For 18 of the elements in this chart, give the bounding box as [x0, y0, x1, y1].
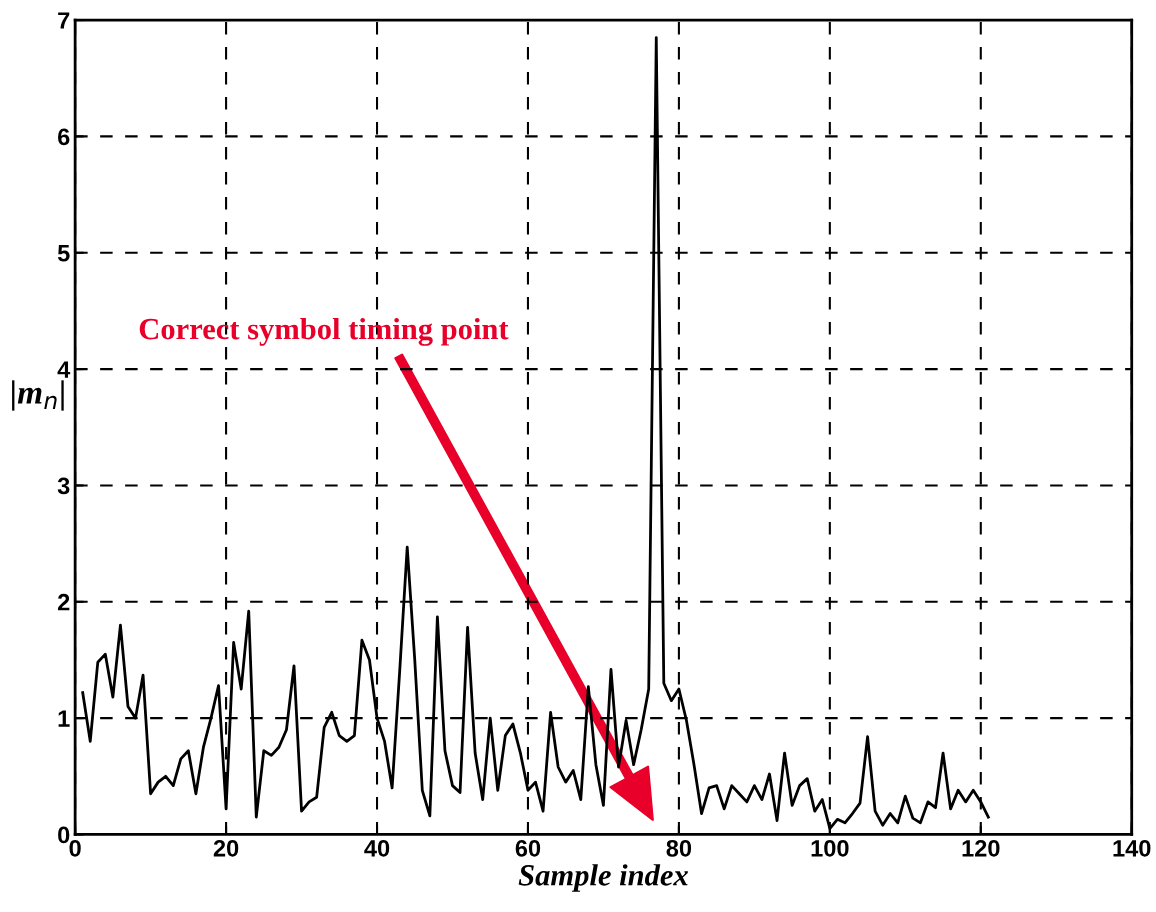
y-tick-label: 3 — [57, 477, 70, 495]
x-tick-label: 0 — [69, 839, 81, 857]
x-tick-label: 40 — [364, 839, 390, 857]
x-tick-label: 80 — [666, 839, 692, 857]
x-tick-label: 120 — [962, 839, 1000, 857]
x-axis-title: Sample index — [518, 864, 688, 892]
y-tick-label: 1 — [58, 710, 70, 727]
y-tick-label: 5 — [57, 245, 70, 262]
y-tick-label: 6 — [58, 128, 70, 146]
x-tick-label: 20 — [213, 839, 239, 857]
x-tick-label: 60 — [515, 839, 541, 857]
y-axis-title: |m$_{n}$| — [12, 380, 64, 411]
x-tick-label: 140 — [1113, 839, 1151, 857]
y-tick-label: 0 — [58, 826, 70, 844]
y-tick-label: 7 — [58, 12, 70, 29]
y-tick-label: 2 — [57, 593, 70, 611]
y-tick-label: 4 — [57, 361, 71, 378]
x-tick-label: 100 — [811, 839, 849, 857]
